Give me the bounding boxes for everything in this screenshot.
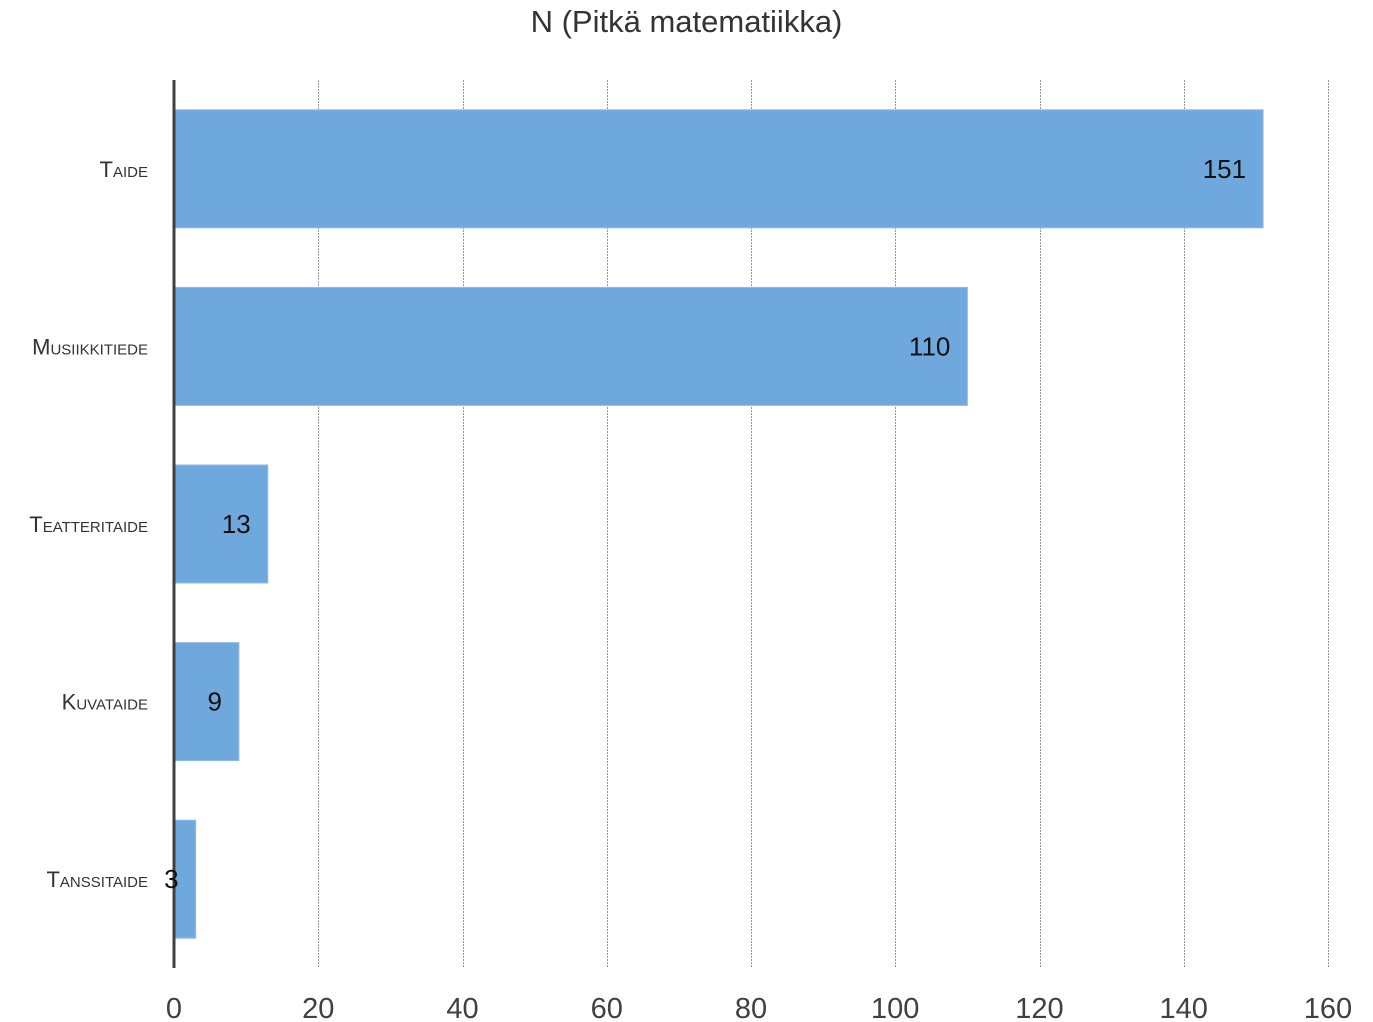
x-tick-label: 40: [446, 993, 478, 1022]
category-label: Tanssitaide: [46, 867, 148, 892]
category-label: Taide: [100, 157, 148, 182]
bar-musiikkitiede: [173, 286, 968, 406]
data-label: 151: [1203, 154, 1246, 184]
data-label: 110: [909, 331, 950, 361]
data-label: 9: [207, 687, 221, 717]
x-tick-label: 100: [871, 993, 919, 1022]
x-tick-label: 160: [1304, 993, 1352, 1022]
data-label: 13: [222, 509, 251, 539]
x-tick-label: 120: [1015, 993, 1063, 1022]
x-tick-label: 20: [302, 993, 334, 1022]
category-label: Teatteritaide: [29, 512, 148, 537]
x-tick-label: 80: [735, 993, 767, 1022]
bar-taide: [173, 109, 1264, 229]
x-tick-label: 140: [1160, 993, 1208, 1022]
data-label: 3: [164, 864, 178, 894]
x-tick-label: 60: [591, 993, 623, 1022]
category-label: Kuvataide: [62, 690, 148, 715]
category-label: Musiikkitiede: [32, 334, 148, 359]
bar-teatteritaide: [173, 464, 269, 584]
chart-title: N (Pitkä matematiikka): [530, 4, 843, 39]
bar-kuvataide: [173, 642, 240, 762]
x-tick-label: 0: [166, 993, 182, 1022]
